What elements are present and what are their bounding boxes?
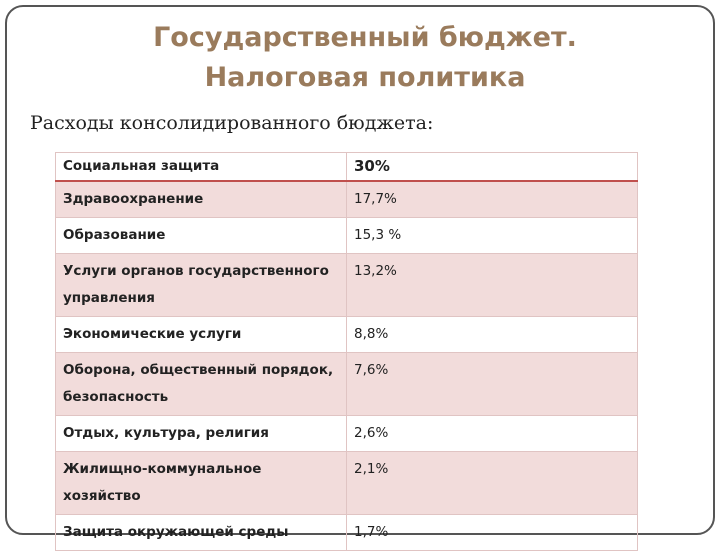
table-row: Услуги органов государственного управлен…	[55, 253, 638, 317]
budget-table: Социальная защита 30% Здравоохранение 17,7%…	[55, 152, 638, 551]
category-cell: Жилищно-коммунальное хозяйство	[55, 451, 347, 515]
category-cell: Оборона, общественный порядок, безопасно…	[55, 352, 347, 416]
share-cell: 2,6%	[346, 415, 638, 452]
table-row: Оборона, общественный порядок, безопасно…	[55, 352, 638, 416]
title: Государственный бюджет. Налоговая полити…	[0, 18, 720, 98]
table-row: Жилищно-коммунальное хозяйство 2,1%	[55, 451, 638, 515]
share-cell: 1,7%	[346, 514, 638, 551]
category-cell: Услуги органов государственного управлен…	[55, 253, 347, 317]
share-cell: 15,3 %	[346, 217, 638, 254]
title-line: Налоговая политика	[204, 62, 526, 93]
table-row: Защита окружающей среды 1,7%	[55, 514, 638, 551]
category-cell: Экономические услуги	[55, 316, 347, 353]
table-row: Образование 15,3 %	[55, 217, 638, 254]
table-row: Экономические услуги 8,8%	[55, 316, 638, 353]
share-cell: 7,6%	[346, 352, 638, 416]
share-cell: 30%	[346, 152, 638, 182]
title-line: Государственный бюджет.	[153, 22, 577, 53]
table-row: Отдых, культура, религия 2,6%	[55, 415, 638, 452]
table-row: Социальная защита 30%	[55, 152, 638, 182]
category-cell: Социальная защита	[55, 152, 347, 182]
subtitle: Расходы консолидированного бюджета:	[30, 112, 434, 134]
share-cell: 2,1%	[346, 451, 638, 515]
share-cell: 8,8%	[346, 316, 638, 353]
category-cell: Отдых, культура, религия	[55, 415, 347, 452]
category-cell: Образование	[55, 217, 347, 254]
category-cell: Здравоохранение	[55, 180, 347, 218]
table-row: Здравоохранение 17,7%	[55, 180, 638, 218]
category-cell: Защита окружающей среды	[55, 514, 347, 551]
share-cell: 17,7%	[346, 180, 638, 218]
share-cell: 13,2%	[346, 253, 638, 317]
